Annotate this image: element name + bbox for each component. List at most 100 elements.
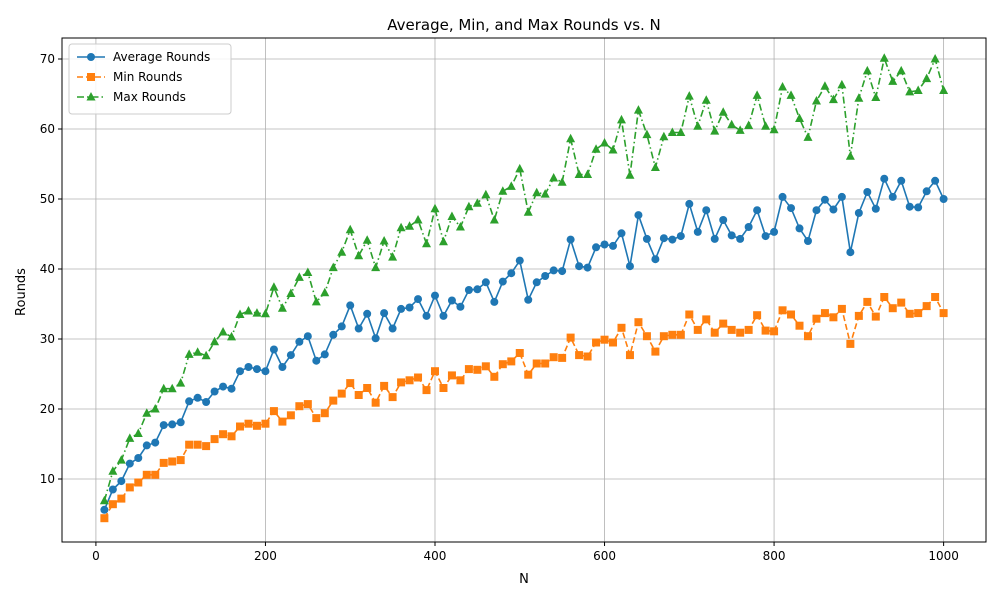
max-rounds-point bbox=[591, 144, 601, 153]
x-tick-label: 0 bbox=[92, 549, 100, 563]
min-rounds-point bbox=[515, 349, 524, 357]
min-rounds-point bbox=[625, 351, 634, 360]
average-rounds-point bbox=[939, 195, 948, 203]
max-rounds-point bbox=[438, 236, 448, 246]
y-tick-label: 60 bbox=[40, 122, 55, 136]
average-rounds-point bbox=[778, 192, 787, 201]
max-rounds-point bbox=[371, 262, 381, 272]
min-rounds-point bbox=[642, 332, 651, 341]
min-rounds-point bbox=[744, 325, 753, 334]
min-rounds-point bbox=[125, 483, 134, 492]
max-rounds-point bbox=[905, 86, 915, 96]
min-rounds-point bbox=[388, 393, 397, 402]
min-rounds-point bbox=[541, 359, 550, 368]
min-rounds-point bbox=[414, 373, 423, 382]
min-rounds-point bbox=[320, 409, 329, 418]
min-rounds-point bbox=[168, 457, 177, 466]
max-rounds-point bbox=[667, 127, 677, 136]
average-rounds-point bbox=[727, 231, 736, 240]
max-rounds-point bbox=[176, 378, 186, 387]
min-rounds-point bbox=[888, 304, 897, 313]
average-rounds-point bbox=[566, 235, 575, 244]
y-tick-label: 40 bbox=[40, 262, 55, 276]
max-rounds-point bbox=[328, 262, 338, 272]
max-rounds-point bbox=[523, 207, 533, 216]
min-rounds-point bbox=[668, 330, 677, 339]
max-rounds-point bbox=[710, 126, 720, 135]
average-rounds-point bbox=[829, 205, 838, 214]
min-rounds-point bbox=[456, 376, 465, 385]
average-rounds-point bbox=[617, 229, 626, 238]
min-rounds-point bbox=[447, 371, 456, 380]
average-rounds-point bbox=[609, 241, 618, 250]
average-rounds-point bbox=[710, 234, 719, 243]
min-rounds-point bbox=[803, 332, 812, 341]
average-rounds-point bbox=[702, 206, 711, 215]
min-rounds-point bbox=[261, 419, 270, 428]
min-rounds-point bbox=[430, 367, 439, 376]
min-rounds-point bbox=[236, 422, 245, 431]
max-rounds-point bbox=[650, 162, 660, 171]
min-rounds-point bbox=[405, 376, 414, 385]
average-rounds-point bbox=[329, 330, 338, 339]
average-rounds-point bbox=[583, 263, 592, 272]
max-rounds-point bbox=[133, 428, 143, 437]
average-rounds-point bbox=[202, 398, 211, 406]
average-rounds-point bbox=[880, 174, 889, 183]
min-rounds-point bbox=[346, 379, 355, 388]
min-rounds-point bbox=[363, 384, 372, 392]
average-rounds-series bbox=[100, 174, 948, 514]
max-rounds-point bbox=[354, 250, 364, 260]
average-rounds-point bbox=[125, 459, 134, 468]
min-rounds-point bbox=[575, 351, 584, 360]
average-rounds-point bbox=[812, 206, 821, 215]
min-rounds-point bbox=[549, 353, 558, 362]
average-rounds-point bbox=[447, 296, 456, 305]
min-rounds-point bbox=[787, 310, 796, 319]
average-rounds-point bbox=[787, 204, 796, 213]
max-rounds-point bbox=[311, 296, 321, 306]
average-rounds-point bbox=[108, 485, 117, 494]
min-rounds-point bbox=[719, 319, 728, 328]
min-rounds-point bbox=[337, 389, 346, 398]
min-rounds-point bbox=[846, 339, 855, 348]
max-rounds-point bbox=[625, 170, 635, 179]
max-rounds-point bbox=[498, 186, 508, 195]
min-rounds-point bbox=[252, 421, 261, 430]
min-rounds-point bbox=[880, 293, 889, 301]
max-rounds-point bbox=[413, 215, 423, 224]
max-rounds-point bbox=[320, 287, 330, 297]
max-rounds-point bbox=[854, 93, 864, 102]
min-rounds-point bbox=[473, 365, 482, 374]
min-rounds-point bbox=[439, 384, 448, 392]
max-rounds-point bbox=[167, 383, 177, 393]
max-rounds-point bbox=[939, 85, 949, 94]
max-rounds-point bbox=[159, 383, 169, 393]
min-rounds-point bbox=[244, 419, 253, 428]
average-rounds-point bbox=[676, 232, 685, 241]
legend-box bbox=[68, 43, 232, 115]
min-rounds-point bbox=[108, 500, 117, 509]
average-rounds-point bbox=[380, 309, 389, 318]
max-rounds-point bbox=[210, 336, 220, 346]
max-rounds-point bbox=[108, 466, 118, 475]
max-rounds-point bbox=[455, 222, 465, 231]
average-rounds-point bbox=[507, 269, 516, 278]
average-rounds-point bbox=[252, 365, 261, 374]
min-rounds-point bbox=[422, 386, 431, 395]
max-rounds-point bbox=[676, 127, 686, 136]
max-rounds-point bbox=[515, 163, 525, 173]
x-axis-label: N bbox=[519, 572, 529, 587]
average-rounds-point bbox=[261, 367, 270, 376]
average-rounds-point bbox=[337, 322, 346, 331]
average-rounds-point bbox=[863, 188, 872, 196]
max-rounds-point bbox=[913, 85, 923, 94]
average-rounds-point bbox=[719, 216, 728, 224]
average-rounds-point bbox=[219, 382, 228, 391]
average-rounds-point bbox=[422, 311, 431, 320]
max-rounds-point bbox=[472, 198, 482, 207]
max-rounds-point bbox=[218, 327, 228, 336]
min-rounds-point bbox=[100, 514, 109, 523]
max-rounds-point bbox=[845, 151, 855, 160]
